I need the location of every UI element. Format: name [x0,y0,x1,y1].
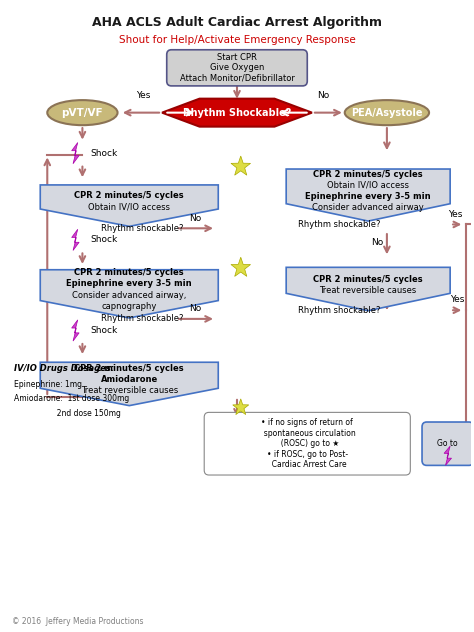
Text: Rhythm Shockable?: Rhythm Shockable? [183,107,291,118]
Polygon shape [40,270,218,318]
Text: No: No [189,214,201,222]
Text: PEA/Asystole: PEA/Asystole [351,107,423,118]
Text: CPR 2 minutes/5 cycles: CPR 2 minutes/5 cycles [313,275,423,284]
Polygon shape [231,257,251,276]
Text: pVT/VF: pVT/VF [62,107,103,118]
Text: Rhythm shockable?: Rhythm shockable? [298,306,381,315]
FancyBboxPatch shape [204,412,410,475]
Text: 2nd dose 150mg: 2nd dose 150mg [15,409,121,418]
Text: Consider advanced airway: Consider advanced airway [312,203,424,212]
FancyBboxPatch shape [167,50,307,86]
Text: Epinephrine: 1mg: Epinephrine: 1mg [15,380,82,389]
Polygon shape [72,320,79,341]
Text: No: No [189,304,201,313]
Text: Shock: Shock [91,235,118,245]
Text: Start CPR
Give Oxygen
Attach Monitor/Defibrillator: Start CPR Give Oxygen Attach Monitor/Def… [180,53,294,83]
Text: CPR 2 minutes/5 cycles: CPR 2 minutes/5 cycles [74,269,184,277]
Text: Shock: Shock [91,326,118,335]
Ellipse shape [47,100,118,125]
Text: Rhythm shockable?: Rhythm shockable? [298,220,381,229]
Text: IV/IO Drugs Dosages:: IV/IO Drugs Dosages: [15,363,115,372]
Text: Treat reversible causes: Treat reversible causes [319,286,417,295]
Text: Shock: Shock [91,149,118,157]
Text: Rhythm shockable?: Rhythm shockable? [101,314,183,324]
Text: CPR 2 minutes/5 cycles: CPR 2 minutes/5 cycles [313,169,423,179]
Text: Obtain IV/IO access: Obtain IV/IO access [327,181,409,190]
Text: No: No [318,91,330,100]
Polygon shape [40,185,218,226]
Text: Amiodarone: Amiodarone [100,375,158,384]
Polygon shape [162,99,312,126]
Text: capnography: capnography [101,301,157,310]
Polygon shape [72,229,79,250]
Text: • if no signs of return of
  spontaneous circulation
  (ROSC) go to ★
• if ROSC,: • if no signs of return of spontaneous c… [259,418,356,469]
Text: Epinephrine every 3-5 min: Epinephrine every 3-5 min [66,279,192,288]
Ellipse shape [345,100,429,125]
Polygon shape [72,143,79,164]
Text: No: No [372,238,383,247]
Text: Amiodarone:  1st dose 300mg: Amiodarone: 1st dose 300mg [15,394,130,403]
Text: AHA ACLS Adult Cardiac Arrest Algorithm: AHA ACLS Adult Cardiac Arrest Algorithm [92,16,382,28]
FancyArrowPatch shape [45,160,50,394]
Text: CPR 2 minutes/5 cycles: CPR 2 minutes/5 cycles [74,364,184,373]
FancyBboxPatch shape [422,422,474,465]
Text: Consider advanced airway,: Consider advanced airway, [72,291,186,300]
Text: Obtain IV/IO access: Obtain IV/IO access [88,202,170,211]
Polygon shape [444,446,452,465]
Text: Shout for Help/Activate Emergency Response: Shout for Help/Activate Emergency Respon… [118,35,356,46]
Text: © 2016  Jeffery Media Productions: © 2016 Jeffery Media Productions [12,617,144,626]
Text: Epinephrine every 3-5 min: Epinephrine every 3-5 min [305,191,431,201]
Text: Yes: Yes [448,210,462,219]
Text: CPR 2 minutes/5 cycles: CPR 2 minutes/5 cycles [74,191,184,200]
Text: Yes: Yes [136,91,151,100]
Text: Rhythm shockable?: Rhythm shockable? [101,224,183,233]
Polygon shape [233,399,249,415]
Text: Treat reversible causes: Treat reversible causes [81,386,178,395]
Polygon shape [231,156,251,175]
Text: Go to: Go to [438,439,458,448]
Polygon shape [40,362,218,406]
Text: Yes: Yes [450,295,465,305]
Polygon shape [286,267,450,311]
Polygon shape [286,169,450,221]
